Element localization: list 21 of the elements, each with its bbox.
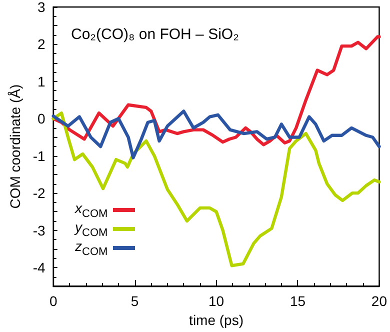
line-series [52,111,381,268]
y-axis-title: COM coordinate (Å) [7,84,23,209]
x-tick-label: 15 [290,293,306,310]
line-series [52,110,381,160]
y-tick-label: -4 [32,259,46,276]
legend-label: z$_{COM}$ [75,238,108,258]
y-tick-label: -1 [32,148,46,164]
x-tick-label: 10 [208,293,224,310]
y-tick-label: -2 [32,185,46,202]
y-tick-label: 2 [38,36,46,52]
y-tick-label: -3 [32,222,46,238]
x-tick-label: 0 [49,293,58,310]
text: Co₂(CO)₈ on FOH – SiO₂ [71,26,240,43]
x-tick-label: 20 [371,293,388,310]
legend-label: x$_{COM}$ [75,200,108,220]
legend-label: y$_{COM}$ [75,218,108,238]
y-tick-label: 0 [38,110,46,127]
y-tick-label: 1 [38,73,46,90]
x-tick-label: 5 [130,293,139,310]
y-tick-label: 3 [38,0,46,15]
x-axis-title: time (ps) [189,312,244,328]
